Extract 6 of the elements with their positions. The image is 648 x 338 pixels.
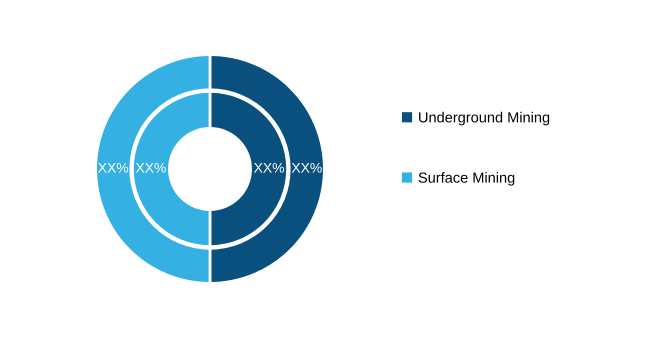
data-label: XX% [98,162,128,173]
data-label: XX% [292,162,322,173]
legend-label: Underground Mining [419,112,550,126]
legend-label: Surface Mining [418,172,514,186]
data-label: XX% [254,162,284,173]
data-label: XX% [136,162,166,173]
